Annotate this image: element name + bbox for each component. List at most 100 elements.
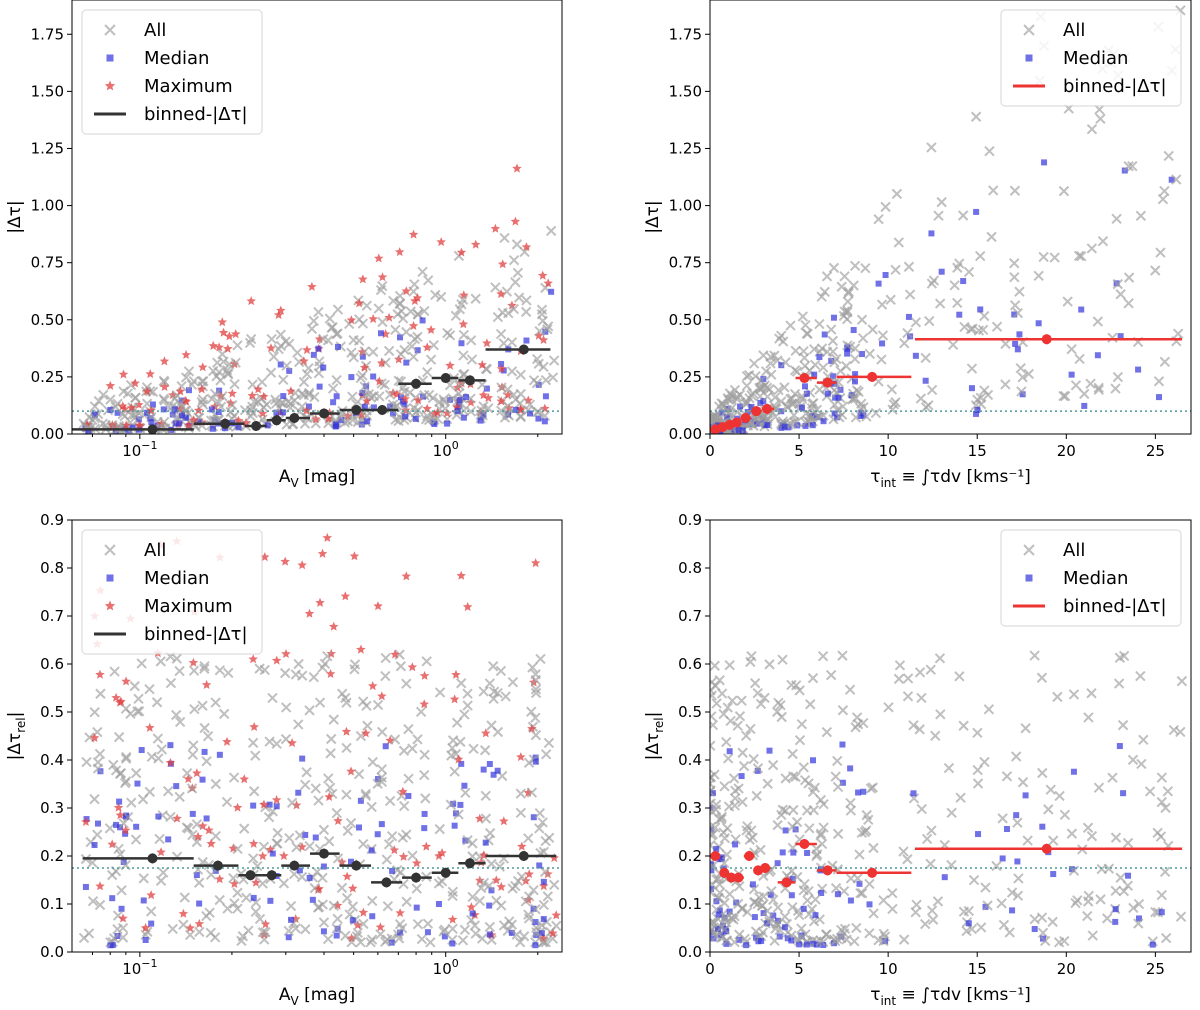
all-marker <box>975 250 986 262</box>
all-marker <box>165 677 177 689</box>
all-marker <box>506 366 518 377</box>
all-marker <box>816 291 827 302</box>
binned-point <box>220 418 231 429</box>
all-marker <box>417 266 428 277</box>
all-marker <box>484 678 496 689</box>
median-marker <box>435 901 442 908</box>
median-marker <box>176 420 183 427</box>
all-marker <box>328 900 340 911</box>
all-marker <box>318 917 330 928</box>
all-marker <box>258 841 270 852</box>
median-marker <box>973 410 980 417</box>
all-marker <box>125 708 136 720</box>
median-marker <box>285 934 292 941</box>
all-marker <box>720 914 731 925</box>
maximum-marker <box>258 851 268 861</box>
all-marker <box>1171 174 1182 185</box>
all-marker <box>886 384 898 395</box>
median-marker <box>1094 352 1101 359</box>
binned-point <box>751 406 762 417</box>
all-marker <box>260 926 271 938</box>
y-axis-label: |Δτ| <box>643 200 663 233</box>
all-marker <box>910 317 922 328</box>
all-marker <box>821 726 833 738</box>
all-marker <box>867 782 879 793</box>
median-marker <box>738 773 745 780</box>
all-marker <box>422 366 433 378</box>
binned-point <box>351 860 362 871</box>
median-marker <box>488 887 495 894</box>
median-marker <box>767 891 774 898</box>
median-marker <box>779 849 786 856</box>
median-marker <box>821 331 828 338</box>
binned-point <box>212 860 223 871</box>
all-marker <box>762 905 773 917</box>
all-marker <box>475 882 487 894</box>
x-tick-label: 0 <box>705 442 715 460</box>
median-marker <box>1031 926 1038 933</box>
legend-label: Median <box>144 568 209 589</box>
median-marker <box>782 827 789 834</box>
median-marker <box>179 412 186 419</box>
all-marker <box>710 931 722 942</box>
all-marker <box>1123 298 1134 309</box>
legend-all-marker <box>104 544 116 556</box>
all-marker <box>1101 913 1113 924</box>
all-marker <box>796 932 808 943</box>
all-marker <box>450 310 462 321</box>
all-marker <box>281 360 292 371</box>
all-marker <box>1049 252 1060 263</box>
all-marker <box>1093 382 1104 394</box>
y-tick-label: 1.75 <box>669 25 702 43</box>
maximum-marker <box>315 597 325 607</box>
all-marker <box>171 851 183 862</box>
maximum-marker <box>175 386 186 396</box>
all-marker <box>740 730 752 742</box>
all-marker <box>293 658 304 670</box>
all-marker <box>856 314 868 325</box>
all-marker <box>779 382 790 393</box>
all-marker <box>491 895 502 906</box>
all-marker <box>524 399 536 410</box>
median-marker <box>1155 394 1162 401</box>
all-marker <box>462 688 473 699</box>
maximum-marker <box>412 293 423 303</box>
all-marker <box>257 878 268 889</box>
all-marker <box>458 329 470 341</box>
all-marker <box>171 653 182 664</box>
median-marker <box>361 403 368 410</box>
all-marker <box>737 747 748 758</box>
y-axis-label: |Δτrel| <box>5 712 28 761</box>
all-marker <box>910 907 921 918</box>
maximum-marker <box>249 722 259 731</box>
all-marker <box>972 727 983 739</box>
all-marker <box>358 918 369 930</box>
median-marker <box>215 409 222 416</box>
all-marker <box>412 918 424 930</box>
all-marker <box>710 711 717 722</box>
all-marker <box>296 388 308 400</box>
median-marker <box>116 798 123 805</box>
all-marker <box>110 401 121 413</box>
all-marker <box>752 763 764 774</box>
all-marker <box>792 871 803 883</box>
maximum-marker <box>311 414 321 424</box>
x-tick-label: 20 <box>1057 960 1076 978</box>
all-marker <box>1114 652 1126 663</box>
all-marker <box>407 743 418 754</box>
all-marker <box>1036 672 1048 683</box>
all-marker <box>419 389 430 401</box>
median-marker <box>333 932 340 939</box>
all-marker <box>462 835 473 846</box>
median-marker <box>803 941 810 948</box>
all-marker <box>762 391 773 402</box>
median-marker <box>266 801 273 808</box>
all-marker <box>713 893 724 904</box>
maximum-marker <box>248 838 259 848</box>
all-marker <box>272 827 283 839</box>
median-marker <box>1016 331 1023 338</box>
all-marker <box>1052 691 1063 703</box>
x-tick-label: 15 <box>968 960 987 978</box>
all-marker <box>540 749 552 760</box>
all-marker <box>980 882 991 893</box>
